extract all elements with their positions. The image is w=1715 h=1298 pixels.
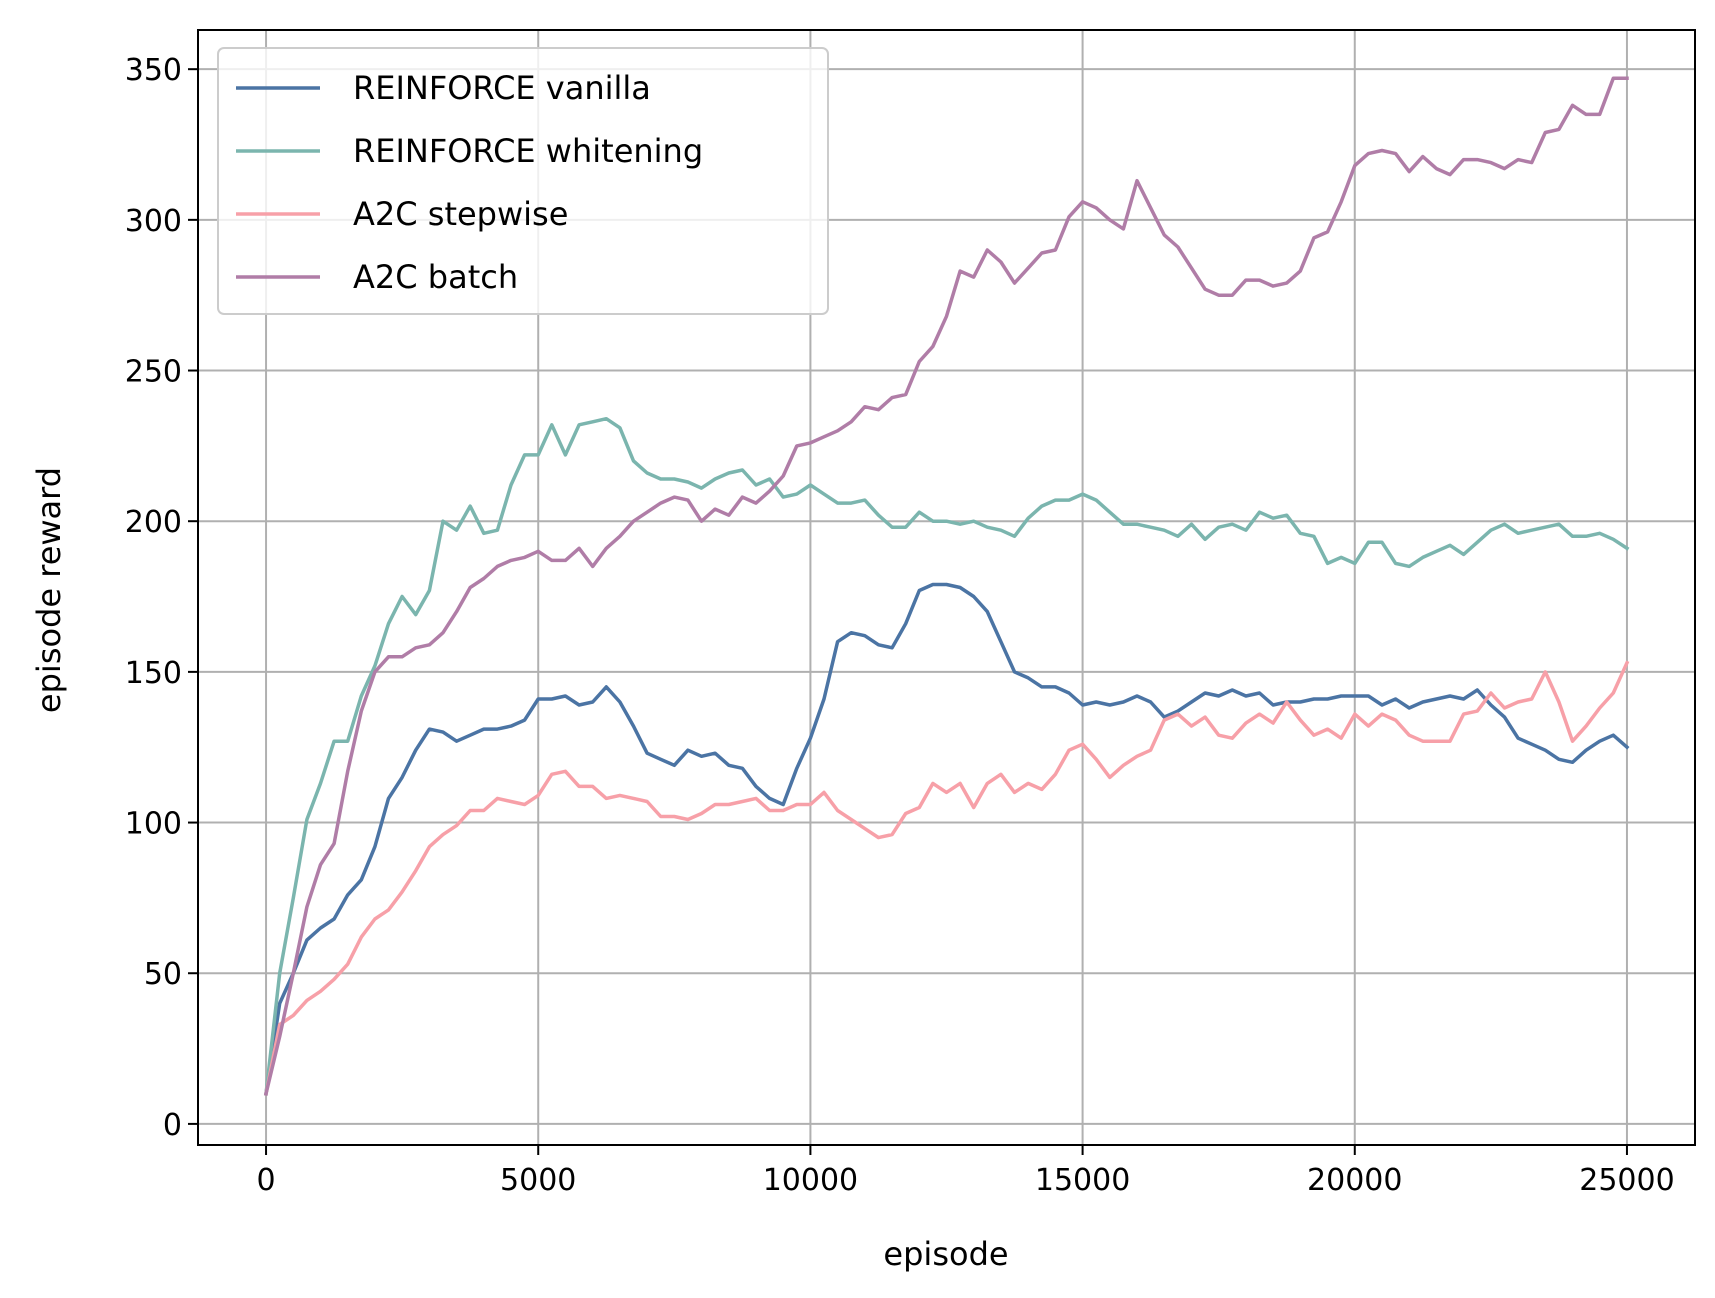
legend: REINFORCE vanilla REINFORCE whitening A2C … — [217, 47, 829, 315]
y-tick-label: 350 — [125, 53, 182, 88]
x-tick-label: 0 — [256, 1163, 275, 1198]
legend-label: A2C stepwise — [353, 195, 568, 233]
y-tick-label: 150 — [125, 656, 182, 691]
x-tick-label: 20000 — [1307, 1163, 1402, 1198]
legend-label: REINFORCE vanilla — [353, 69, 651, 107]
x-tick-label: 5000 — [500, 1163, 576, 1198]
x-axis-label: episode — [883, 1235, 1008, 1273]
series-line-reinforce-vanilla — [264, 582, 1630, 1096]
y-axis: 0 50 100 150 200 250 300 350 — [125, 53, 198, 1143]
y-axis-label: episode reward — [30, 467, 68, 713]
series-layer — [263, 76, 1630, 1096]
legend-label: REINFORCE whitening — [353, 132, 703, 170]
legend-box — [217, 47, 829, 315]
y-tick-label: 100 — [125, 807, 182, 842]
x-axis: 0 5000 10000 15000 20000 25000 — [256, 1145, 1675, 1198]
y-tick-label: 250 — [125, 355, 182, 390]
y-tick-label: 300 — [125, 204, 182, 239]
y-tick-label: 50 — [144, 957, 182, 992]
y-tick-label: 200 — [125, 505, 182, 540]
y-tick-label: 0 — [163, 1108, 182, 1143]
x-tick-label: 25000 — [1579, 1163, 1674, 1198]
grid — [198, 30, 1695, 1145]
series-line-reinforce-whitening — [264, 416, 1630, 1096]
legend-label: A2C batch — [353, 258, 518, 296]
x-tick-label: 15000 — [1035, 1163, 1130, 1198]
x-tick-label: 10000 — [763, 1163, 858, 1198]
plot-frame — [197, 29, 1696, 1146]
series-line-a2c-batch — [263, 76, 1629, 1096]
series-line-a2c-stepwise — [263, 660, 1630, 1096]
